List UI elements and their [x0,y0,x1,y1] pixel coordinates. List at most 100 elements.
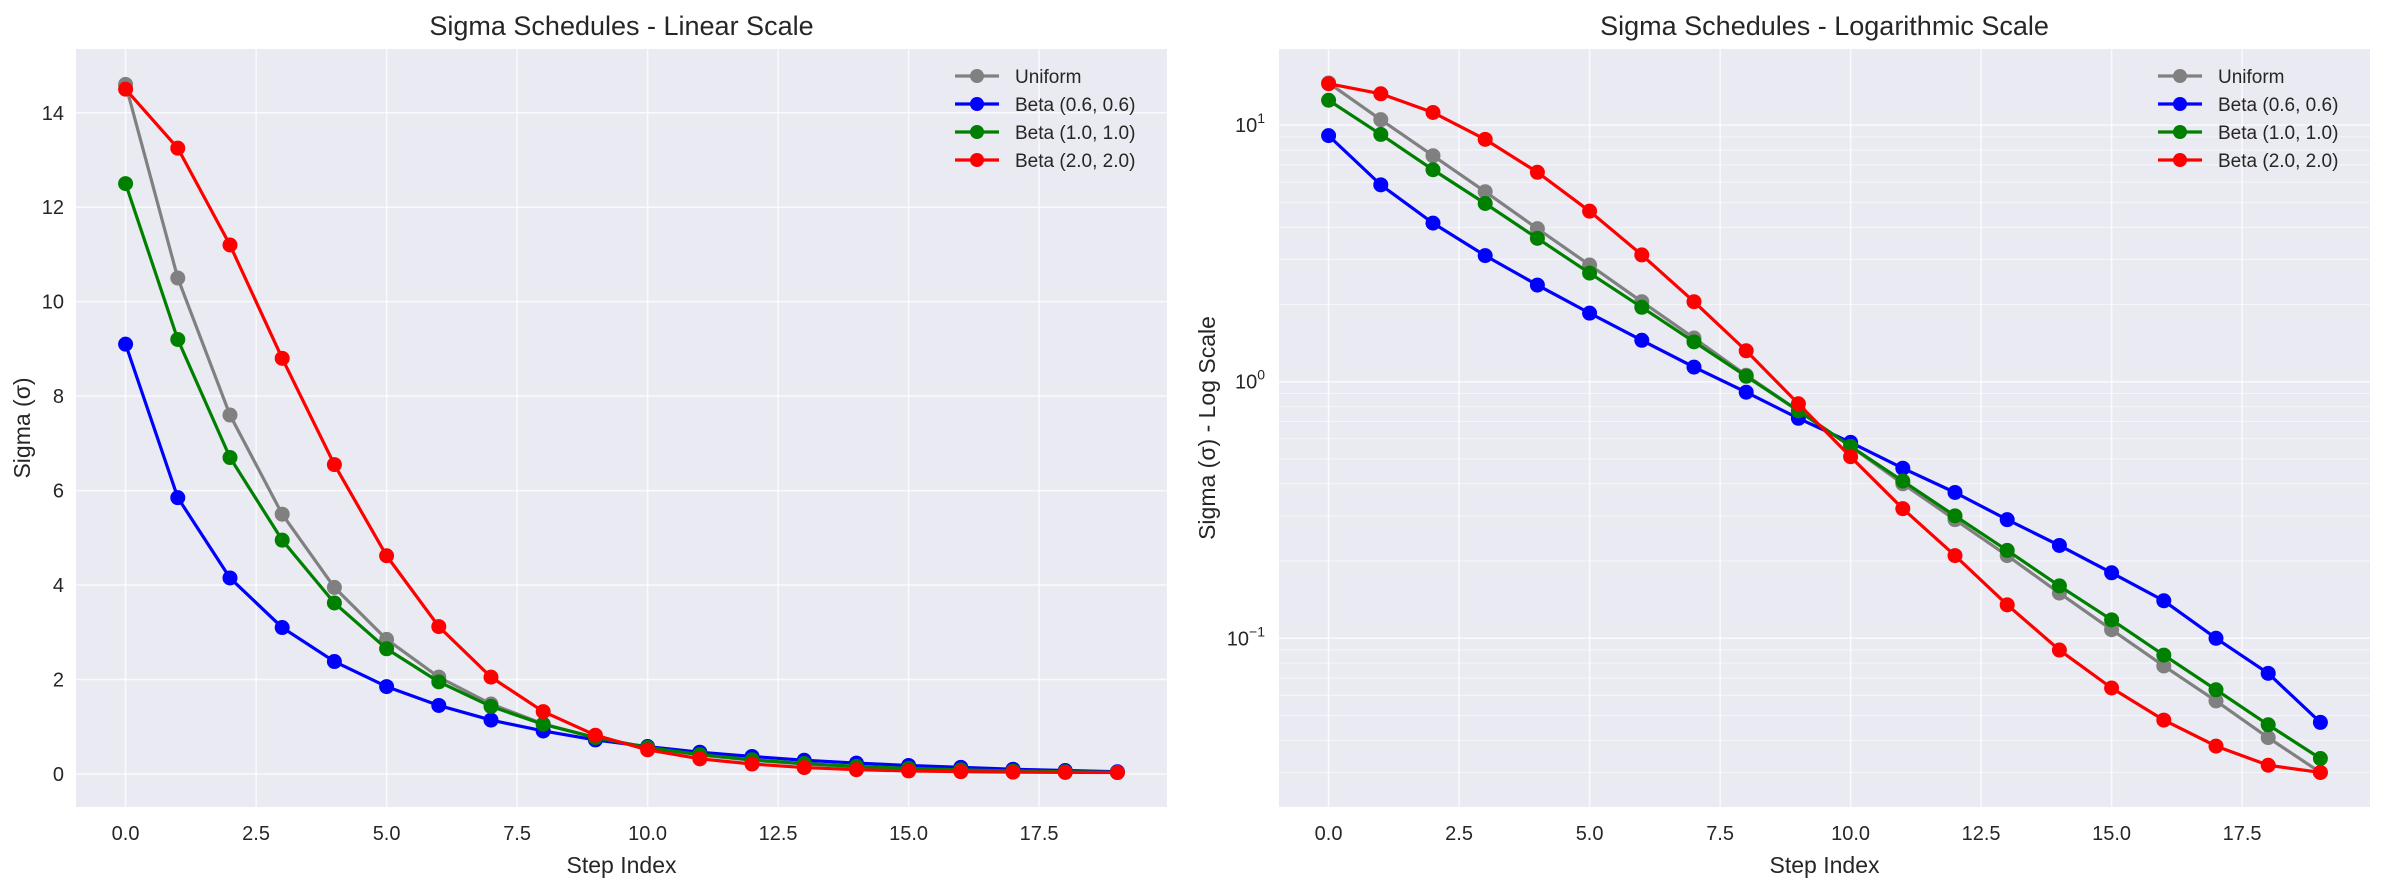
data-point [1373,86,1389,102]
data-point [1477,195,1493,211]
data-point [1947,484,1963,500]
data-point [2051,642,2067,658]
x-axis-label: Step Index [1770,852,1880,878]
data-point [326,595,342,611]
tick-exponent: −1 [1249,623,1265,639]
x-tick-label: 17.5 [2223,823,2262,845]
tick-base: 10 [1235,115,1257,137]
data-point [1999,542,2015,558]
data-point [118,336,134,352]
x-tick-label: 17.5 [1020,823,1059,845]
x-tick-label: 15.0 [2092,823,2131,845]
legend-label: Beta (1.0, 1.0) [2218,123,2338,144]
data-point [1529,164,1545,180]
data-point [2156,658,2172,674]
tick-base: 10 [1235,372,1257,394]
legend-label: Uniform [1015,67,1082,88]
x-tick-label: 12.5 [1962,823,2001,845]
data-point [1477,248,1493,264]
data-point [1738,343,1754,359]
data-point [379,548,395,564]
data-point [692,751,708,767]
x-tick-label: 5.0 [373,823,401,845]
data-point [1529,277,1545,293]
data-point [1686,359,1702,375]
data-point [535,704,551,720]
series-line [124,88,1118,775]
series-line [1328,82,2321,775]
data-point [1738,384,1754,400]
data-point [222,450,238,466]
data-point [2260,717,2276,733]
x-axis-label: Step Index [567,852,677,878]
data-point [1109,765,1125,781]
y-tick-label: 8 [53,386,64,408]
data-point [1425,162,1441,178]
data-point [118,176,134,192]
legend-label: Beta (1.0, 1.0) [1015,123,1135,144]
data-point [2051,537,2067,553]
data-point [1634,332,1650,348]
x-tick-label: 15.0 [889,823,928,845]
data-point [2312,714,2328,730]
data-point [379,641,395,657]
data-point [1947,548,1963,564]
data-point [1321,76,1337,92]
x-tick-label: 2.5 [242,823,270,845]
data-point [1843,438,1859,454]
data-point [1005,764,1021,780]
data-point [2208,738,2224,754]
x-tick-label: 7.5 [1706,823,1734,845]
data-point [2312,750,2328,766]
data-point [118,81,134,97]
data-point [640,742,656,758]
data-point [2208,630,2224,646]
data-point [535,716,551,732]
legend-marker [970,125,984,139]
data-point [1790,396,1806,412]
legend: Uniform Beta (0.6, 0.6) Beta (1.0, 1.0) Bet… [2158,67,2338,172]
y-tick-label: 4 [53,575,64,597]
data-point [1999,597,2015,613]
data-point [2051,578,2067,594]
legend-marker [2173,153,2187,167]
data-point [1477,184,1493,200]
data-point [953,764,969,780]
legend: Uniform Beta (0.6, 0.6) Beta (1.0, 1.0) Bet… [955,67,1135,172]
data-point [1373,177,1389,193]
data-point [2104,680,2120,696]
data-point [2104,565,2120,581]
legend-marker [2173,125,2187,139]
legend-label: Beta (0.6, 0.6) [2218,95,2338,116]
y-tick-label: 10 [42,292,64,314]
data-point [274,506,290,522]
data-point [222,570,238,586]
data-point [274,350,290,366]
data-point [483,669,499,685]
legend-label: Uniform [2218,67,2285,88]
data-point [901,763,917,779]
y-tick-label: 2 [53,669,64,691]
data-point [1477,131,1493,147]
data-point [170,140,186,156]
y-tick-label: 10−1 [1227,623,1265,650]
data-point [1373,126,1389,142]
data-point [431,697,447,713]
x-tick-label: 12.5 [759,823,798,845]
series-3 [1321,76,2328,780]
data-point [483,698,499,714]
data-point [2156,712,2172,728]
data-point [326,579,342,595]
series-3 [118,81,1125,781]
data-point [379,679,395,695]
y-tick-label: 12 [42,197,64,219]
data-point [2156,593,2172,609]
data-point [587,727,603,743]
legend-marker [970,153,984,167]
legend-marker [2173,69,2187,83]
data-point [2208,693,2224,709]
chart-title: Sigma Schedules - Linear Scale [429,11,813,41]
data-point [796,760,812,776]
data-point [483,712,499,728]
